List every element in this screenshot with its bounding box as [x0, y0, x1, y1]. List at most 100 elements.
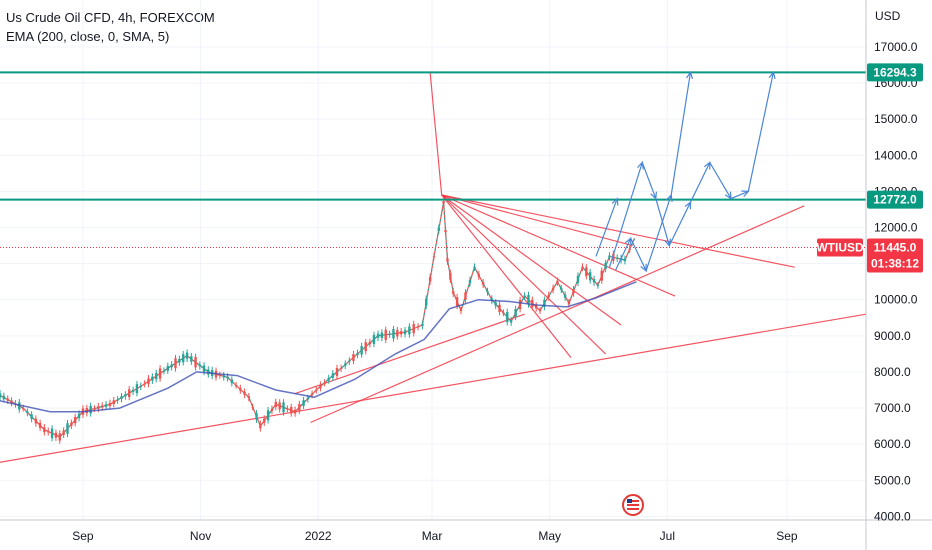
candle-body [446, 258, 449, 262]
candle-body [403, 330, 407, 335]
candle-body [162, 370, 166, 372]
candle-body [534, 305, 538, 309]
candle-body [124, 394, 127, 397]
candle-body [514, 309, 517, 317]
indicator-title[interactable]: EMA (200, close, 0, SMA, 5) [6, 29, 170, 44]
candle-body [538, 310, 542, 312]
candle-body [282, 402, 285, 413]
x-tick-label: May [538, 529, 561, 543]
series [0, 197, 637, 444]
candle-body [612, 253, 615, 261]
candle-body [604, 263, 607, 269]
candle-body [567, 302, 571, 305]
candle-body [455, 297, 459, 306]
candle-body [348, 360, 351, 362]
projection-arrowhead [664, 238, 672, 247]
candle-body [26, 411, 29, 414]
candle-body [104, 404, 108, 407]
candle-body [432, 256, 436, 258]
candle-body [444, 230, 447, 233]
candle-body [222, 375, 225, 378]
flag-stripe [627, 504, 639, 506]
candle-body [615, 257, 619, 259]
candle-body [523, 295, 526, 297]
candle-body [600, 270, 603, 281]
y-tick-label: 7000.0 [874, 401, 911, 415]
candle-body [315, 389, 318, 391]
symbol-title[interactable]: Us Crude Oil CFD, 4h, FOREXCOM [6, 10, 215, 25]
candle-body [588, 272, 592, 281]
projection-arrowhead [686, 70, 694, 80]
candle-body [251, 406, 254, 408]
candle-body [131, 389, 135, 392]
candle-body [527, 295, 530, 305]
candle-body [323, 382, 326, 384]
y-tick-label: 6000.0 [874, 437, 911, 451]
candle-body [360, 346, 363, 355]
candle-body [77, 413, 81, 419]
candle-body [93, 408, 96, 410]
candle-body [10, 400, 13, 403]
candle-body [481, 282, 485, 285]
candle-body [18, 402, 21, 410]
candle-body [58, 433, 61, 441]
candle-body [170, 364, 173, 368]
candle-body [101, 405, 104, 408]
candle-body [120, 396, 123, 400]
level-price-tag-label: 16294.3 [873, 65, 917, 79]
candle-body [70, 422, 73, 426]
projection-arrows [595, 70, 776, 273]
candle-body [452, 291, 455, 294]
last-price-tag-label: 11445.0 [874, 241, 917, 255]
candle-body [543, 299, 546, 307]
candle-body [151, 376, 154, 381]
candle-body [207, 369, 210, 375]
candle-body [74, 416, 77, 424]
candle-body [581, 266, 584, 268]
candle-body [290, 406, 293, 414]
currency-label: USD [875, 9, 901, 23]
projection-arrowhead [611, 197, 619, 206]
trend-line [441, 194, 622, 326]
candle-body [464, 292, 467, 300]
candle-body [190, 356, 193, 362]
us-flag-icon[interactable] [622, 494, 644, 516]
candle-body [531, 299, 534, 307]
x-tick-label: Nov [190, 529, 211, 543]
candle-body [302, 400, 305, 406]
y-tick-label: 4000.0 [874, 509, 911, 523]
trend-lines [0, 72, 867, 463]
ema-line [0, 281, 637, 413]
candle-body [178, 358, 181, 363]
candle-body [576, 275, 580, 283]
candle-body [166, 365, 169, 371]
level-price-tag [867, 190, 923, 209]
candle-body [596, 285, 600, 287]
candle-body [0, 393, 2, 398]
candle-body [139, 385, 142, 388]
candle-body [331, 373, 335, 378]
candle-body [608, 255, 611, 258]
projection-arrowhead [624, 237, 632, 246]
candle-body [376, 333, 380, 338]
candle-body [344, 363, 347, 366]
candle-body [21, 407, 25, 409]
candle-body [319, 384, 322, 389]
candle-body [112, 400, 115, 405]
countdown-label: 01:38:12 [871, 257, 919, 271]
symbol-tag-label: WTIUSD [816, 241, 864, 255]
candle-body [396, 330, 399, 337]
candle-body [38, 422, 42, 428]
candle-body [270, 408, 274, 412]
x-tick-label: Sep [776, 529, 798, 543]
candle-body [43, 427, 46, 433]
candle-body [128, 389, 131, 398]
candle-body [352, 354, 355, 361]
candle-body [108, 402, 112, 406]
trend-line [0, 313, 867, 463]
candle-body [399, 331, 403, 335]
horizontal-levels [0, 71, 866, 249]
candle-body [243, 391, 246, 395]
candle-body [368, 341, 372, 345]
